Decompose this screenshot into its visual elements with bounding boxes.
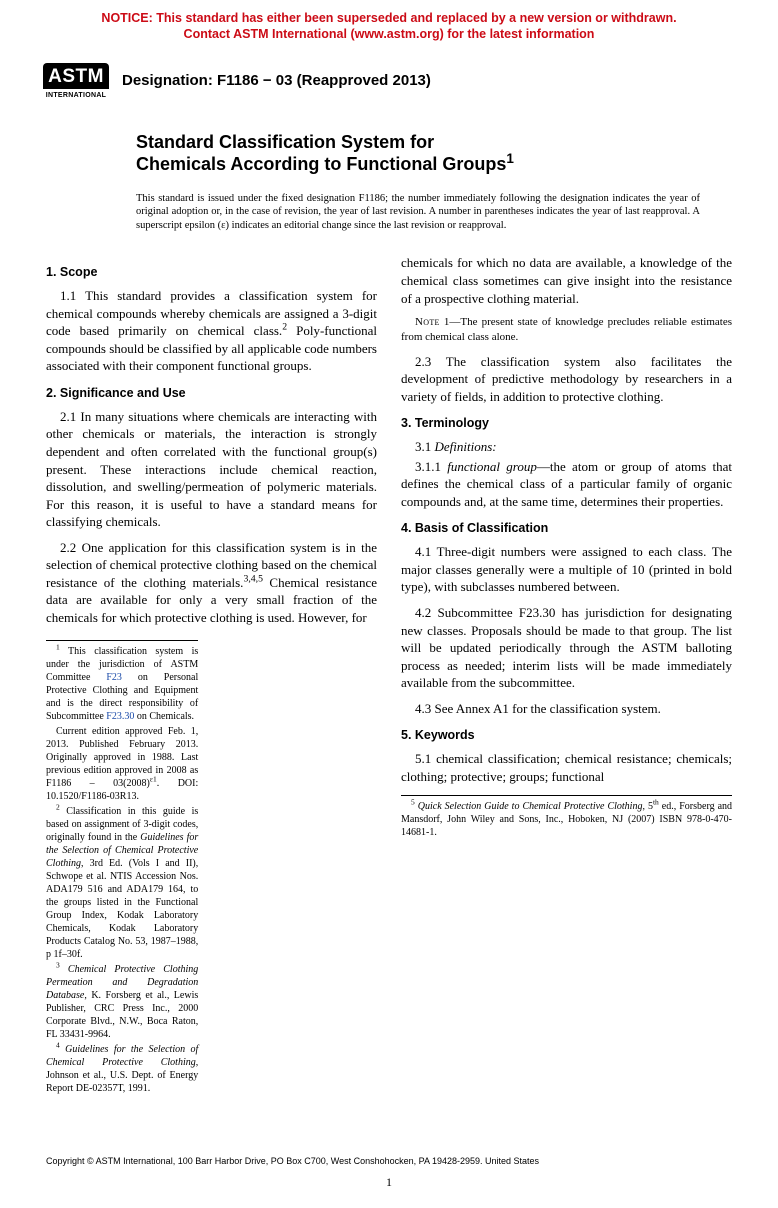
document-title: Standard Classification System for Chemi… (136, 131, 738, 176)
para-1-1: 1.1 This standard provides a classificat… (46, 287, 377, 375)
header: ASTM INTERNATIONAL Designation: F1186 − … (0, 49, 778, 111)
title-block: Standard Classification System for Chemi… (0, 111, 778, 180)
note-1: Note 1—The present state of knowledge pr… (401, 315, 732, 345)
section-3-head: 3. Terminology (401, 415, 732, 432)
notice-line1: NOTICE: This standard has either been su… (101, 11, 676, 25)
title-line1: Standard Classification System for (136, 132, 434, 152)
para-5-1: 5.1 chemical classification; chemical re… (401, 750, 732, 785)
link-f23[interactable]: F23 (106, 672, 122, 683)
footnote-2: 2 Classification in this guide is based … (46, 805, 198, 961)
supersede-notice: NOTICE: This standard has either been su… (0, 0, 778, 49)
footnote-5: 5 Quick Selection Guide to Chemical Prot… (401, 800, 732, 839)
section-4-head: 4. Basis of Classification (401, 520, 732, 537)
para-2-2-cont: chemicals for which no data are availabl… (401, 254, 732, 307)
link-f23-30[interactable]: F23.30 (106, 711, 134, 722)
section-1-head: 1. Scope (46, 264, 377, 281)
para-4-3: 4.3 See Annex A1 for the classification … (401, 700, 732, 718)
para-4-1: 4.1 Three-digit numbers were assigned to… (401, 543, 732, 596)
section-2-head: 2. Significance and Use (46, 385, 377, 402)
issuance-note: This standard is issued under the fixed … (0, 180, 778, 241)
section-5-head: 5. Keywords (401, 727, 732, 744)
notice-line2: Contact ASTM International (www.astm.org… (184, 27, 595, 41)
para-2-3: 2.3 The classification system also facil… (401, 353, 732, 406)
logo-text-bottom: INTERNATIONAL (46, 91, 107, 100)
para-4-2: 4.2 Subcommittee F23.30 has jurisdiction… (401, 604, 732, 692)
para-2-1: 2.1 In many situations where chemicals a… (46, 408, 377, 531)
footnote-1-cont: Current edition approved Feb. 1, 2013. P… (46, 725, 198, 803)
page-number: 1 (0, 1168, 778, 1208)
designation: Designation: F1186 − 03 (Reapproved 2013… (122, 71, 431, 91)
copyright: Copyright © ASTM International, 100 Barr… (0, 1095, 778, 1167)
title-footnote-ref: 1 (506, 151, 514, 166)
para-2-2: 2.2 One application for this classificat… (46, 539, 377, 627)
footnote-4: 4 Guidelines for the Selection of Chemic… (46, 1043, 198, 1095)
footnote-3: 3 Chemical Protective Clothing Permeatio… (46, 963, 198, 1041)
title-line2: Chemicals According to Functional Groups (136, 154, 506, 174)
footnotes-right: 5 Quick Selection Guide to Chemical Prot… (401, 795, 732, 839)
term-functional-group: functional group (447, 459, 537, 474)
para-3-1-1: 3.1.1 functional group—the atom or group… (401, 458, 732, 511)
logo-text-top: ASTM (43, 63, 109, 89)
definitions-head: 3.1 Definitions: (401, 438, 732, 456)
footnotes-left: 1 This classification system is under th… (46, 640, 198, 1095)
astm-logo: ASTM INTERNATIONAL (44, 55, 108, 109)
body-columns: 1. Scope 1.1 This standard provides a cl… (0, 240, 778, 1095)
footnote-1: 1 This classification system is under th… (46, 645, 198, 723)
